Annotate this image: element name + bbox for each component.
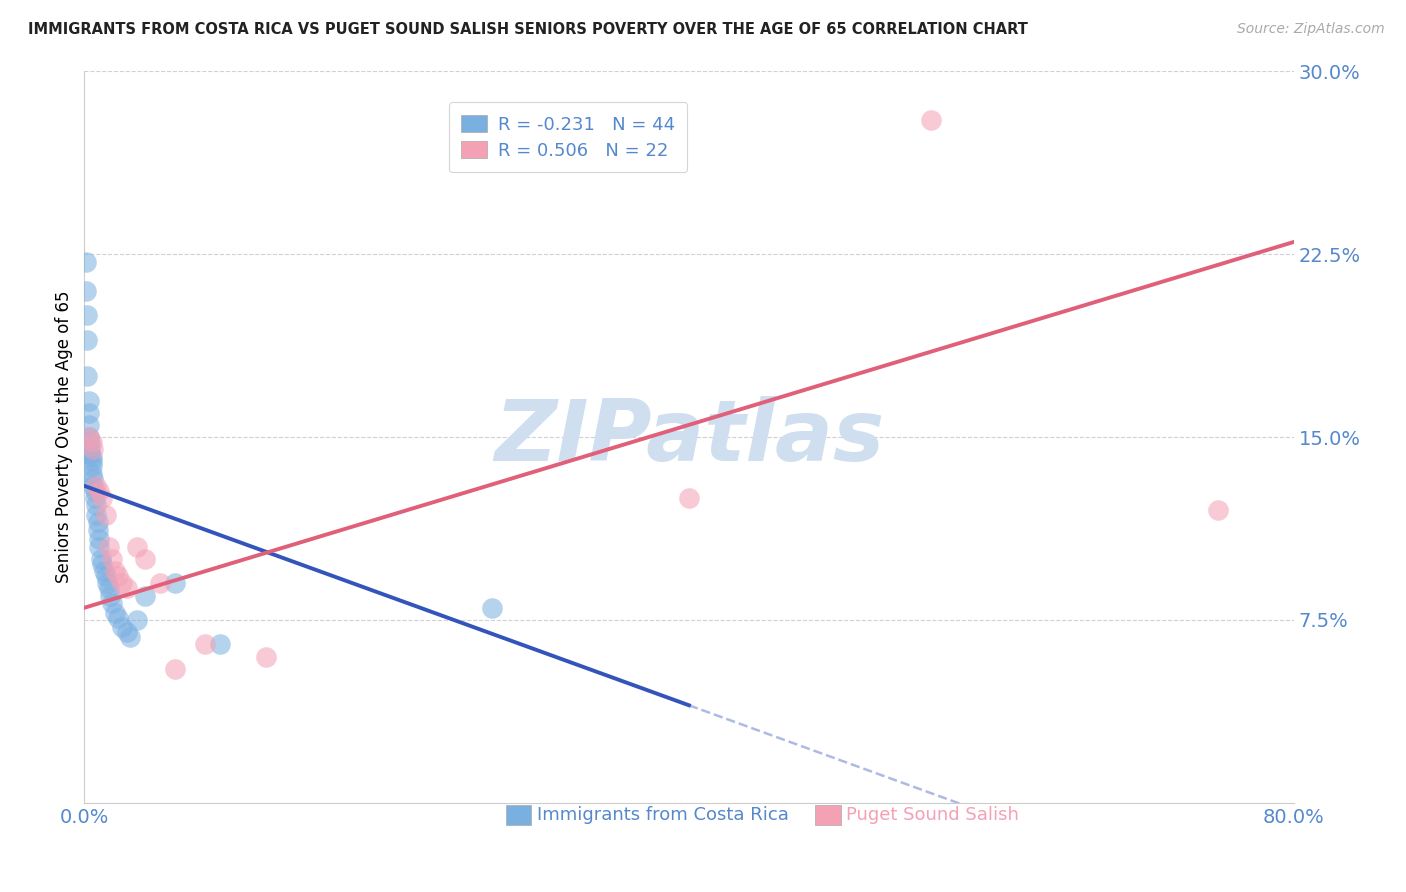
Point: [165, 662, 187, 676]
Point: [80, 454, 103, 468]
Point: [94, 569, 117, 583]
Point: [254, 649, 277, 664]
Point: [77, 430, 100, 444]
Legend: R = -0.231   N = 44, R = 0.506   N = 22: R = -0.231 N = 44, R = 0.506 N = 22: [449, 103, 688, 172]
Point: [87, 516, 110, 530]
Point: [1206, 503, 1229, 517]
Point: [98, 589, 121, 603]
Point: [104, 564, 127, 578]
Point: [86, 499, 108, 513]
Point: [134, 552, 156, 566]
Point: [79, 434, 101, 449]
Point: [84, 483, 107, 498]
Text: Puget Sound Salish: Puget Sound Salish: [846, 806, 1019, 824]
Text: IMMIGRANTS FROM COSTA RICA VS PUGET SOUND SALISH SENIORS POVERTY OVER THE AGE OF: IMMIGRANTS FROM COSTA RICA VS PUGET SOUN…: [28, 22, 1028, 37]
Point: [104, 606, 127, 620]
Point: [87, 523, 110, 537]
Point: [165, 576, 187, 591]
Text: Source: ZipAtlas.com: Source: ZipAtlas.com: [1237, 22, 1385, 37]
Point: [194, 637, 217, 651]
Point: [107, 569, 129, 583]
Point: [80, 467, 103, 481]
Point: [107, 610, 129, 624]
Point: [77, 406, 100, 420]
Point: [481, 600, 503, 615]
Point: [93, 564, 115, 578]
Point: [89, 533, 111, 547]
Point: [82, 442, 104, 457]
Point: [86, 508, 108, 522]
Text: ZIPatlas: ZIPatlas: [494, 395, 884, 479]
Point: [920, 113, 942, 128]
Point: [127, 540, 149, 554]
Point: [76, 369, 98, 384]
Point: [111, 576, 134, 591]
Point: [75, 254, 97, 268]
Point: [111, 620, 134, 634]
Point: [77, 417, 100, 432]
Point: [80, 450, 103, 464]
Y-axis label: Seniors Poverty Over the Age of 65: Seniors Poverty Over the Age of 65: [55, 291, 73, 583]
Point: [134, 589, 156, 603]
Point: [90, 552, 112, 566]
Point: [94, 508, 117, 522]
Point: [115, 581, 138, 595]
Point: [97, 540, 120, 554]
Point: [82, 471, 104, 485]
Point: [89, 540, 111, 554]
Point: [75, 284, 97, 298]
Point: [79, 442, 101, 457]
Point: [80, 459, 103, 474]
Text: Immigrants from Costa Rica: Immigrants from Costa Rica: [537, 806, 789, 824]
Point: [76, 333, 98, 347]
Point: [77, 430, 100, 444]
Point: [86, 479, 108, 493]
Point: [80, 434, 103, 449]
Point: [79, 447, 101, 461]
Point: [118, 630, 141, 644]
Point: [91, 491, 114, 505]
Point: [96, 576, 118, 591]
Point: [209, 637, 232, 651]
Point: [82, 479, 104, 493]
Point: [89, 483, 111, 498]
Point: [91, 557, 114, 571]
Point: [149, 576, 172, 591]
Point: [84, 491, 107, 505]
Point: [100, 596, 122, 610]
Point: [97, 581, 120, 595]
Point: [115, 625, 138, 640]
Point: [127, 613, 149, 627]
Point: [76, 308, 98, 322]
Point: [678, 491, 700, 505]
Point: [77, 393, 100, 408]
Point: [100, 552, 122, 566]
